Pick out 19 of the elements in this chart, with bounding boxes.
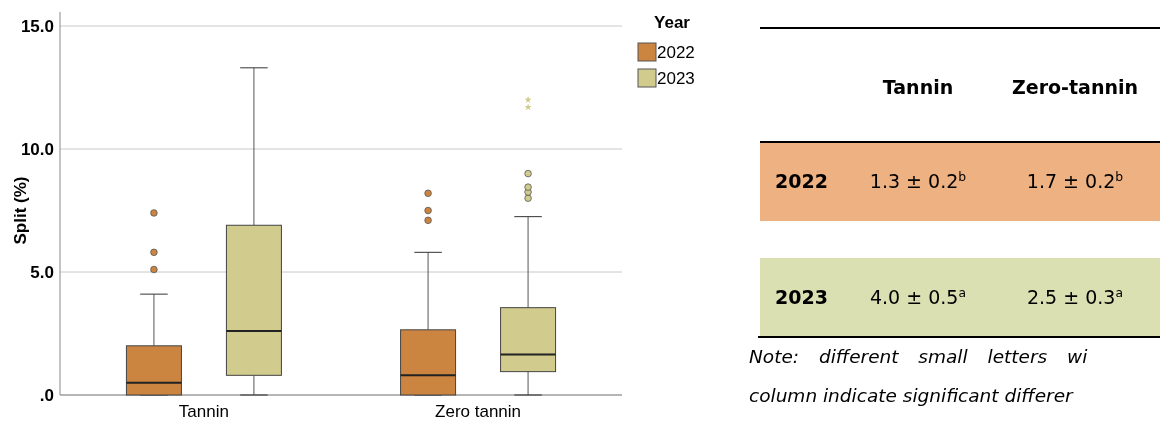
category-label: 2022 <box>775 169 828 192</box>
category-label: Tannin <box>882 75 954 98</box>
legend-title: Year <box>654 13 691 32</box>
text: 4.0 ± 0.5$^{a}$ <box>869 285 967 308</box>
legend-label: 2023 <box>657 68 695 88</box>
y-tick-label: 5.0 <box>30 262 54 282</box>
y-axis-title: Split (%) <box>11 176 30 245</box>
text: column indicate significant differer <box>749 385 1075 407</box>
y-tick-label: 15.0 <box>20 16 54 36</box>
legend-label: 2022 <box>657 42 695 62</box>
y-tick-label: .0 <box>39 385 54 405</box>
category-label: 2023 <box>775 285 828 308</box>
x-tick-label: Zero tannin <box>435 402 522 421</box>
text: 1.3 ± 0.2$^{b}$ <box>869 169 967 192</box>
text: Note: different small letters wi <box>749 346 1089 368</box>
y-tick-label: 10.0 <box>20 139 54 159</box>
category-label: Zero-tannin <box>1012 75 1138 98</box>
text: 2.5 ± 0.3$^{a}$ <box>1026 285 1124 308</box>
text: 1.7 ± 0.2$^{b}$ <box>1026 169 1124 192</box>
